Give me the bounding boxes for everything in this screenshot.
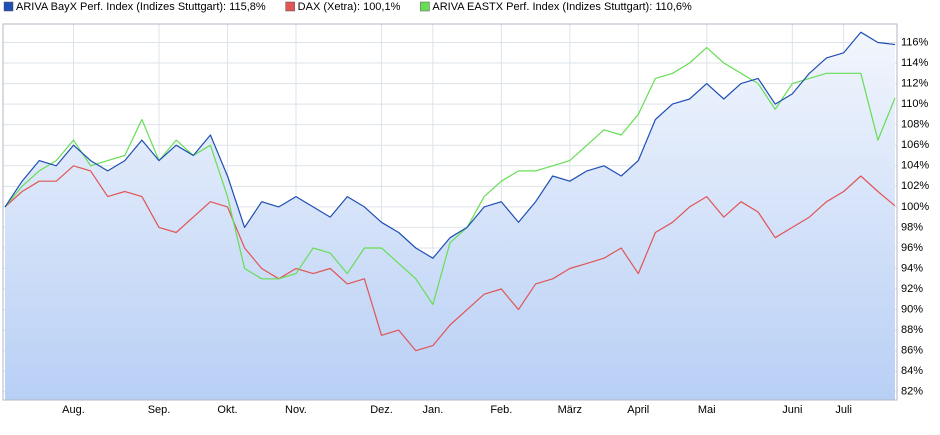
legend-label: ARIVA BayX Perf. Index (Indizes Stuttgar… [16, 1, 266, 13]
series-line [4, 31, 896, 259]
x-tick-label: Jan. [422, 404, 443, 416]
y-tick-label: 98% [901, 221, 923, 233]
series-line [4, 165, 896, 352]
y-tick-label: 96% [901, 242, 923, 254]
x-tick-label: Juli [835, 404, 852, 416]
legend-swatch [285, 1, 295, 12]
y-tick-label: 102% [901, 180, 929, 192]
x-tick-label: Sep. [148, 404, 171, 416]
y-tick-label: 90% [901, 304, 923, 316]
x-tick-label: Feb. [490, 404, 512, 416]
legend-swatch [3, 1, 14, 12]
y-tick-label: 110% [901, 98, 929, 110]
series-line [4, 47, 896, 306]
y-tick-label: 108% [901, 119, 929, 131]
y-tick-label: 116% [901, 36, 929, 48]
x-tick-label: Nov. [285, 404, 307, 416]
x-tick-label: März [558, 404, 582, 416]
legend-swatch [420, 1, 430, 12]
x-tick-label: Mai [698, 404, 716, 416]
x-tick-label: Dez. [370, 404, 393, 416]
y-tick-label: 104% [901, 160, 929, 172]
y-tick-label: 82% [901, 386, 923, 398]
area-fill [5, 32, 895, 401]
y-tick-label: 106% [901, 139, 929, 151]
y-tick-label: 94% [901, 262, 923, 274]
x-tick-label: April [627, 404, 649, 416]
y-tick-label: 86% [901, 345, 923, 357]
y-tick-label: 88% [901, 324, 923, 336]
plot-frame [2, 23, 898, 401]
x-tick-label: Aug. [62, 404, 85, 416]
y-tick-label: 112% [901, 77, 929, 89]
y-tick-label: 84% [901, 365, 923, 377]
y-tick-label: 92% [901, 283, 923, 295]
legend-label: ARIVA EASTX Perf. Index (Indizes Stuttga… [432, 1, 692, 13]
x-tick-label: Okt. [217, 404, 237, 416]
y-tick-label: 114% [901, 57, 929, 69]
y-tick-label: 100% [901, 201, 929, 213]
x-tick-label: Juni [782, 404, 802, 416]
legend-label: DAX (Xetra): 100,1% [298, 1, 401, 13]
